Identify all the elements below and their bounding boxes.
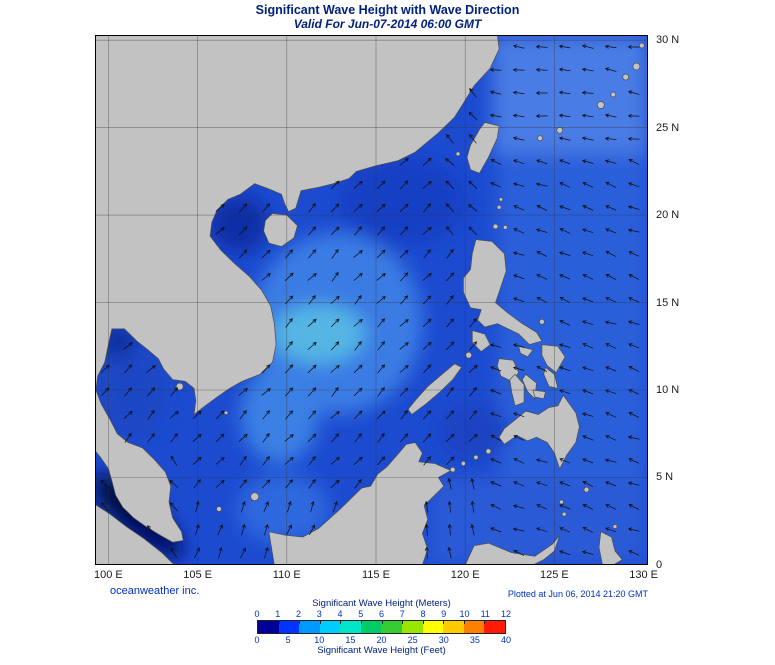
- lat-label: 25 N: [656, 121, 680, 134]
- wave-direction-arrows: [100, 44, 640, 559]
- legend-meters-tick: 12: [500, 609, 512, 619]
- latitude-axis: 30 N 25 N 20 N 15 N 10 N 5 N 0: [656, 34, 701, 571]
- legend-feet-tick: 20: [376, 635, 387, 645]
- land-layer: [95, 35, 645, 565]
- lon-label: 115 E: [362, 569, 390, 581]
- colorbar-tick: [381, 621, 383, 624]
- legend-meters-tick: 3: [316, 609, 322, 619]
- legend-meters-title: Significant Wave Height (Meters): [312, 598, 451, 609]
- colorbar-tick: [484, 621, 486, 624]
- lon-label: 100 E: [94, 569, 123, 581]
- colorbar: [257, 620, 506, 634]
- legend-feet-tick: 25: [407, 635, 418, 645]
- legend-meters-tick: 6: [378, 609, 385, 619]
- colorbar-tick: [443, 621, 445, 624]
- lon-label: 120 E: [450, 569, 480, 581]
- lat-label: 30 N: [656, 34, 680, 47]
- lon-label: 105 E: [183, 569, 212, 581]
- colorbar-tick: [340, 621, 342, 624]
- colorbar-tick: [422, 621, 424, 624]
- plotted-timestamp: Plotted at Jun 06, 2014 21:20 GMT: [507, 589, 648, 599]
- lat-label: 0: [656, 558, 663, 571]
- colorbar-segment: [360, 621, 382, 633]
- lat-label: 20 N: [656, 209, 680, 222]
- legend-meters-tick: 2: [295, 609, 302, 619]
- colorbar-segment: [278, 621, 300, 633]
- legend-feet-ticks: 0 5 10 15 20 25 30 35 40: [254, 635, 511, 645]
- chart-title: Significant Wave Height with Wave Direct…: [255, 3, 520, 17]
- colorbar-segment: [299, 621, 320, 633]
- legend-feet-tick: 0: [254, 635, 260, 645]
- chart-subtitle: Valid For Jun-07-2014 06:00 GMT: [293, 17, 482, 31]
- map-border: [95, 35, 648, 565]
- legend-feet-tick: 5: [285, 635, 291, 645]
- legend-meters-tick: 1: [275, 609, 281, 619]
- colorbar-segment: [319, 621, 341, 633]
- lon-label: 130 E: [629, 569, 658, 581]
- colorbar-segment: [484, 621, 505, 633]
- legend-meters-tick: 0: [254, 609, 260, 619]
- wave-map: [95, 35, 648, 565]
- colorbar-segment: [381, 621, 403, 633]
- lat-label: 15 N: [656, 296, 680, 309]
- lat-label: 10 N: [656, 384, 680, 397]
- colorbar-segment: [340, 621, 361, 633]
- legend-feet-tick: 10: [314, 635, 325, 645]
- legend-meters-tick: 5: [358, 609, 364, 619]
- colorbar-segment: [443, 621, 464, 633]
- lat-label: 5 N: [656, 471, 674, 484]
- legend-feet-tick: 40: [500, 635, 512, 645]
- colorbar-tick: [299, 621, 301, 624]
- colorbar-segment: [402, 621, 423, 633]
- legend-feet-title: Significant Wave Height (Feet): [317, 645, 446, 656]
- colorbar-tick: [463, 621, 465, 624]
- legend-meters-tick: 10: [459, 609, 470, 619]
- legend-feet-tick: 15: [345, 635, 356, 645]
- legend-meters-ticks: 0 1 2 3 4 5 6 7 8 9 10 11 12: [254, 609, 511, 619]
- lon-label: 125 E: [540, 569, 569, 581]
- credit-text: oceanweather inc.: [110, 585, 200, 597]
- legend-meters-tick: 7: [399, 609, 405, 619]
- legend-feet-tick: 30: [438, 635, 449, 645]
- lon-label: 110 E: [272, 569, 301, 581]
- longitude-axis: 100 E 105 E 110 E 115 E 120 E 125 E 130 E: [94, 569, 658, 583]
- legend-feet-tick: 35: [469, 635, 480, 645]
- colorbar-tick: [278, 621, 280, 624]
- colorbar-segment: [422, 621, 444, 633]
- colorbar-tick: [319, 621, 321, 624]
- graticule: [95, 35, 648, 565]
- legend-meters-tick: 4: [337, 609, 343, 619]
- colorbar-segment: [258, 621, 279, 633]
- colorbar-segment: [463, 621, 485, 633]
- colorbar-tick: [402, 621, 404, 624]
- legend-meters-tick: 8: [420, 609, 426, 619]
- legend-meters-tick: 9: [441, 609, 447, 619]
- legend-meters-tick: 11: [480, 609, 490, 619]
- colorbar-tick: [360, 621, 362, 624]
